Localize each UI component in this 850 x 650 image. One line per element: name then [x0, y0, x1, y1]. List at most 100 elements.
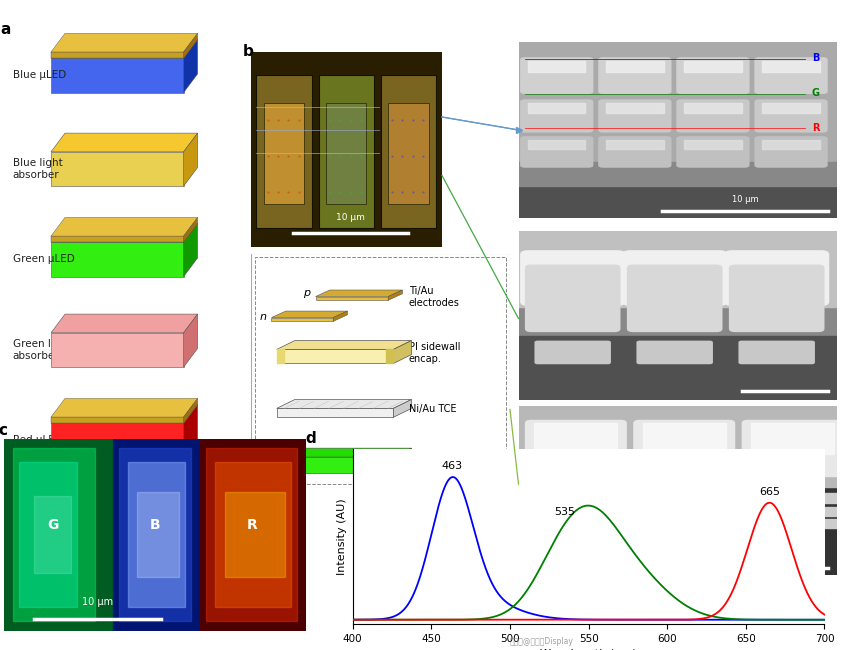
FancyBboxPatch shape — [524, 265, 620, 332]
Polygon shape — [386, 350, 394, 363]
Polygon shape — [684, 140, 741, 150]
Polygon shape — [271, 318, 333, 321]
Polygon shape — [643, 423, 726, 454]
Text: μLED mesa
structure: μLED mesa structure — [409, 453, 464, 475]
Polygon shape — [51, 152, 184, 186]
Text: B: B — [812, 53, 819, 63]
Polygon shape — [51, 33, 197, 52]
Polygon shape — [528, 507, 624, 516]
FancyBboxPatch shape — [598, 57, 672, 94]
Polygon shape — [51, 58, 184, 92]
Text: G: G — [47, 518, 58, 532]
Polygon shape — [271, 311, 348, 318]
Polygon shape — [518, 406, 837, 575]
Polygon shape — [637, 507, 732, 516]
FancyBboxPatch shape — [520, 136, 593, 168]
Polygon shape — [528, 61, 586, 72]
Polygon shape — [184, 33, 197, 58]
Text: 665: 665 — [759, 487, 780, 497]
Text: Red μLED: Red μLED — [13, 436, 63, 445]
FancyBboxPatch shape — [598, 136, 672, 168]
Polygon shape — [51, 40, 197, 58]
Polygon shape — [215, 462, 291, 608]
Polygon shape — [518, 42, 837, 218]
Polygon shape — [51, 217, 197, 236]
Polygon shape — [277, 408, 394, 417]
Polygon shape — [113, 439, 201, 630]
Polygon shape — [51, 314, 197, 333]
FancyBboxPatch shape — [755, 57, 828, 94]
Polygon shape — [277, 400, 411, 408]
Polygon shape — [277, 341, 411, 350]
Polygon shape — [518, 231, 837, 400]
Text: Blue light
absorber: Blue light absorber — [13, 158, 63, 180]
FancyBboxPatch shape — [626, 265, 722, 332]
Text: c: c — [0, 423, 7, 438]
Polygon shape — [333, 311, 348, 321]
Y-axis label: Intensity (AU): Intensity (AU) — [337, 498, 347, 575]
Polygon shape — [51, 404, 197, 423]
Polygon shape — [315, 290, 402, 296]
Polygon shape — [518, 162, 837, 186]
Text: 10 μm: 10 μm — [82, 597, 113, 608]
Polygon shape — [745, 507, 841, 516]
FancyBboxPatch shape — [319, 75, 374, 228]
Text: b: b — [243, 44, 254, 59]
Polygon shape — [528, 493, 624, 502]
Polygon shape — [518, 231, 837, 307]
Polygon shape — [51, 560, 184, 575]
Polygon shape — [394, 400, 411, 417]
FancyBboxPatch shape — [622, 250, 728, 306]
Text: Blue μLED: Blue μLED — [13, 70, 66, 81]
Polygon shape — [684, 61, 741, 72]
Polygon shape — [184, 314, 197, 367]
Polygon shape — [528, 140, 586, 150]
Polygon shape — [535, 423, 617, 454]
Text: 535: 535 — [554, 508, 575, 517]
Polygon shape — [277, 350, 394, 363]
Polygon shape — [184, 542, 197, 575]
Text: 搜狐号@行家说Display: 搜狐号@行家说Display — [510, 636, 574, 645]
Polygon shape — [184, 133, 197, 186]
Polygon shape — [224, 493, 285, 577]
FancyBboxPatch shape — [520, 57, 593, 94]
FancyBboxPatch shape — [755, 99, 828, 133]
Text: G: G — [812, 88, 819, 98]
Text: 10 μm: 10 μm — [732, 195, 758, 204]
Polygon shape — [184, 501, 197, 560]
FancyBboxPatch shape — [264, 103, 304, 204]
Polygon shape — [518, 335, 837, 400]
FancyBboxPatch shape — [755, 136, 828, 168]
Text: R: R — [812, 123, 819, 133]
Polygon shape — [119, 448, 191, 621]
Polygon shape — [51, 52, 184, 58]
Text: PI sidewall
encap.: PI sidewall encap. — [409, 342, 461, 364]
Polygon shape — [606, 61, 664, 72]
Polygon shape — [51, 520, 184, 560]
Polygon shape — [51, 423, 184, 458]
Polygon shape — [637, 493, 732, 502]
Polygon shape — [4, 439, 306, 630]
FancyBboxPatch shape — [524, 420, 626, 477]
Polygon shape — [277, 457, 394, 473]
Text: a: a — [0, 22, 11, 37]
Text: n: n — [259, 312, 266, 322]
Polygon shape — [762, 140, 819, 150]
FancyBboxPatch shape — [251, 52, 442, 247]
Polygon shape — [34, 497, 71, 573]
Text: d: d — [305, 431, 316, 446]
Polygon shape — [51, 133, 197, 152]
FancyBboxPatch shape — [739, 341, 815, 364]
FancyBboxPatch shape — [728, 265, 824, 332]
FancyBboxPatch shape — [326, 103, 366, 204]
FancyBboxPatch shape — [633, 420, 735, 477]
Polygon shape — [184, 40, 197, 92]
Text: B: B — [150, 518, 161, 532]
Polygon shape — [394, 448, 411, 473]
FancyBboxPatch shape — [520, 99, 593, 133]
Polygon shape — [751, 423, 834, 454]
Polygon shape — [137, 493, 179, 577]
Polygon shape — [637, 519, 732, 528]
Polygon shape — [745, 519, 841, 528]
FancyBboxPatch shape — [381, 75, 436, 228]
